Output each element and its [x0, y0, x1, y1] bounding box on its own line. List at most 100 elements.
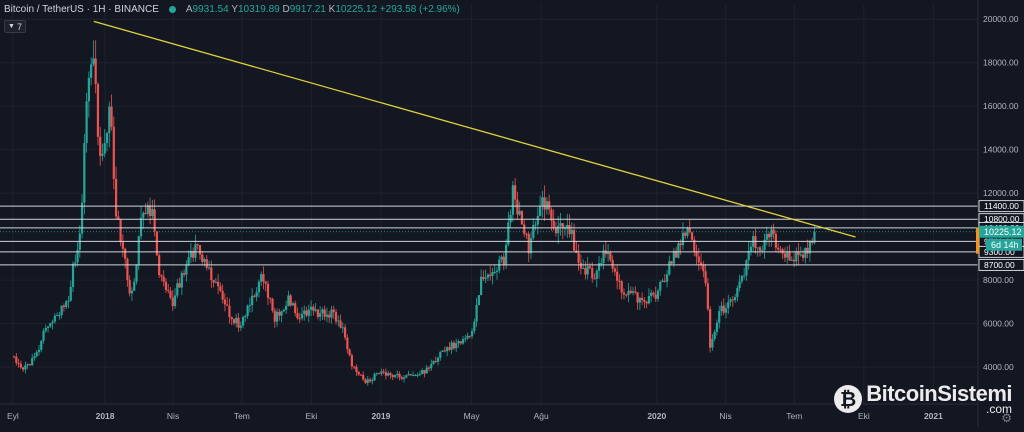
- candle-body: [289, 295, 292, 306]
- time-axis[interactable]: Eyl 2018 Nis Tem Eki 2019 May Ağu 2020 Nis Tem Eki 2…: [0, 403, 978, 421]
- candle-body: [298, 318, 301, 320]
- candle-body: [117, 216, 120, 220]
- countdown-label: 6d 14h: [991, 240, 1019, 250]
- candle-body: [727, 301, 730, 309]
- candle-body: [321, 309, 324, 314]
- candle-body: [37, 349, 41, 353]
- indicator-count: 7: [16, 21, 22, 32]
- candle-body: [786, 252, 789, 258]
- candle-body: [466, 335, 469, 339]
- time-tick-label: Eki: [305, 411, 317, 421]
- price-tick-label: 12000.00: [983, 188, 1019, 198]
- candle-body: [464, 338, 467, 340]
- candle-body: [736, 287, 739, 298]
- price-tick-label: 4000.00: [983, 362, 1014, 372]
- candle-body: [441, 350, 444, 352]
- level-badge-label: 10800.00: [984, 214, 1020, 224]
- symbol-title[interactable]: Bitcoin / TetherUS · 1H · BINANCE: [4, 4, 159, 15]
- candle-body: [323, 309, 326, 317]
- collapse-indicators-button[interactable]: ▼ 7: [4, 20, 26, 33]
- candle-body: [738, 281, 741, 288]
- candle-body: [407, 374, 410, 376]
- candle-body: [212, 280, 215, 283]
- candle-body: [414, 375, 417, 377]
- candle-body: [570, 229, 573, 235]
- candle-body: [341, 327, 344, 329]
- price-tick-label: 14000.00: [983, 145, 1019, 155]
- candle-body: [813, 231, 816, 243]
- candle-body: [282, 309, 285, 312]
- candle-body: [779, 249, 782, 251]
- candle-body: [337, 320, 340, 322]
- price-axis[interactable]: 4000.00 6000.00 8000.00 12000.00 14000.00 160…: [976, 0, 1024, 427]
- candle-body: [718, 311, 721, 323]
- settings-gear-icon[interactable]: ⚙: [1001, 411, 1012, 425]
- candle-body: [364, 379, 367, 383]
- candle-body: [502, 256, 505, 265]
- candle-body: [582, 267, 585, 269]
- candle-body: [164, 281, 168, 290]
- candle-body: [724, 308, 728, 313]
- horizontal-levels: [0, 205, 978, 266]
- candle-body: [654, 294, 657, 299]
- candle-body: [271, 298, 274, 311]
- candle-body: [790, 259, 793, 261]
- candle-body: [702, 264, 705, 272]
- candle-body: [53, 315, 56, 322]
- candle-body: [450, 342, 453, 350]
- candle-body: [56, 315, 59, 317]
- candle-body: [124, 248, 127, 259]
- candle-body: [641, 297, 644, 301]
- time-tick-label: 2020: [647, 411, 666, 421]
- candle-body: [71, 263, 75, 287]
- candle-body: [665, 274, 669, 282]
- candle-body: [745, 260, 748, 276]
- candle-body: [740, 276, 743, 282]
- candle-body: [611, 259, 614, 269]
- candle-body: [695, 251, 698, 257]
- candle-body: [715, 322, 719, 332]
- watermark-domain: .com: [985, 402, 1012, 416]
- candle-body: [133, 281, 136, 291]
- candle-body: [568, 224, 571, 235]
- candle-body: [783, 253, 787, 258]
- candle-body: [173, 295, 177, 307]
- candle-body: [239, 325, 242, 328]
- candle-body: [400, 377, 403, 379]
- candle-body: [500, 256, 503, 260]
- candle-body: [795, 251, 798, 262]
- candle-body: [470, 330, 474, 337]
- candle-body: [314, 309, 317, 311]
- candle-body: [162, 276, 165, 282]
- candle-body: [196, 244, 199, 246]
- candle-body: [616, 271, 619, 281]
- candle-body: [731, 299, 734, 301]
- candle-body: [346, 337, 349, 350]
- candle-body: [319, 313, 322, 317]
- price-tick-label: 20000.00: [983, 14, 1019, 24]
- candle-body: [493, 271, 496, 273]
- candle-body: [300, 313, 304, 319]
- candle-body: [380, 371, 383, 374]
- candle-body: [210, 267, 213, 281]
- candle-body: [126, 258, 129, 281]
- candle-body: [22, 367, 25, 370]
- candle-body: [330, 309, 333, 318]
- candle-body: [137, 236, 140, 265]
- candle-body: [507, 222, 510, 245]
- candle-body: [87, 77, 90, 102]
- candle-body: [12, 356, 16, 358]
- time-tick-label: 2019: [371, 411, 390, 421]
- trendline[interactable]: [93, 20, 856, 238]
- candle-body: [409, 374, 412, 376]
- candle-body: [536, 215, 539, 225]
- candle-body: [90, 64, 93, 78]
- candle-body: [307, 309, 310, 316]
- candle-body: [647, 296, 651, 304]
- candle-body: [44, 328, 47, 331]
- candle-body: [801, 254, 805, 258]
- high-value: 10319.89: [237, 4, 280, 15]
- candle-body: [806, 247, 809, 254]
